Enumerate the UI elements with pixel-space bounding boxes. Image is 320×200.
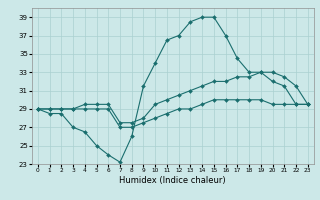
X-axis label: Humidex (Indice chaleur): Humidex (Indice chaleur) xyxy=(119,176,226,185)
